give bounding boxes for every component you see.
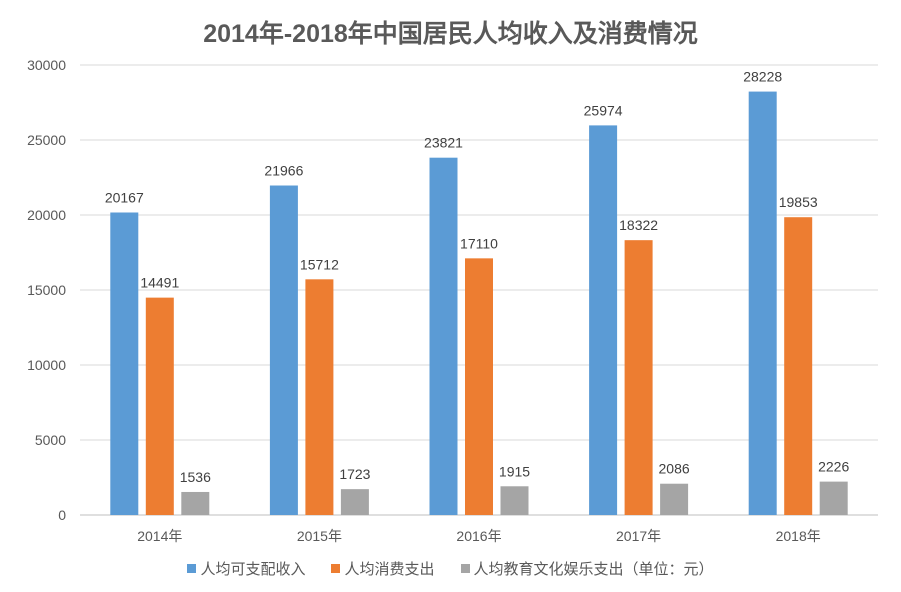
bar xyxy=(589,125,618,515)
data-label: 18322 xyxy=(619,217,658,233)
y-tick-label: 0 xyxy=(58,507,66,523)
bar xyxy=(181,491,210,515)
y-tick-label: 30000 xyxy=(27,57,66,73)
x-tick-label: 2014年 xyxy=(137,528,182,544)
legend-swatch xyxy=(187,564,197,573)
bar xyxy=(660,483,689,515)
data-label: 28228 xyxy=(743,69,782,85)
legend-label: 人均教育文化娱乐支出（单位：元） xyxy=(473,561,714,578)
data-label: 25974 xyxy=(584,102,623,118)
bar xyxy=(269,185,298,515)
bar xyxy=(748,91,777,515)
x-tick-label: 2015年 xyxy=(297,528,342,544)
legend-item: 人均消费支出 xyxy=(331,558,435,579)
data-label: 23821 xyxy=(424,135,463,151)
data-label: 1536 xyxy=(180,469,211,485)
legend-swatch xyxy=(460,564,470,573)
data-label: 2086 xyxy=(659,461,690,477)
y-tick-label: 20000 xyxy=(27,207,66,223)
legend-label: 人均可支配收入 xyxy=(200,561,306,578)
chart-title: 2014年-2018年中国居民人均收入及消费情况 xyxy=(203,20,698,48)
bar xyxy=(340,489,369,515)
legend: 人均可支配收入 人均消费支出 人均教育文化娱乐支出（单位：元） xyxy=(0,558,901,579)
data-label: 19853 xyxy=(779,194,818,210)
data-label: 15712 xyxy=(300,256,339,272)
data-label: 14491 xyxy=(140,275,179,291)
bar xyxy=(110,212,139,515)
bar xyxy=(500,486,529,515)
data-label: 1915 xyxy=(499,463,530,479)
y-tick-label: 15000 xyxy=(27,282,66,298)
x-tick-label: 2017年 xyxy=(616,528,661,544)
bar xyxy=(624,240,653,516)
legend-label: 人均消费支出 xyxy=(344,561,435,578)
bar xyxy=(784,217,813,515)
data-label: 21966 xyxy=(264,163,303,179)
legend-swatch xyxy=(331,564,341,573)
bar xyxy=(819,481,848,515)
y-tick-label: 10000 xyxy=(27,357,66,373)
bar xyxy=(465,258,493,515)
x-tick-label: 2018年 xyxy=(776,528,821,544)
y-tick-label: 5000 xyxy=(35,432,66,448)
y-tick-label: 25000 xyxy=(27,132,66,148)
legend-item: 人均可支配收入 xyxy=(187,558,305,579)
bar xyxy=(429,157,458,515)
data-label: 17110 xyxy=(460,235,498,251)
x-tick-label: 2016年 xyxy=(456,528,501,544)
data-label: 2226 xyxy=(818,459,849,475)
bar xyxy=(145,297,174,515)
data-label: 1723 xyxy=(339,466,370,482)
bar xyxy=(305,279,334,515)
data-label: 20167 xyxy=(105,189,144,205)
legend-item: 人均教育文化娱乐支出（单位：元） xyxy=(460,558,714,579)
